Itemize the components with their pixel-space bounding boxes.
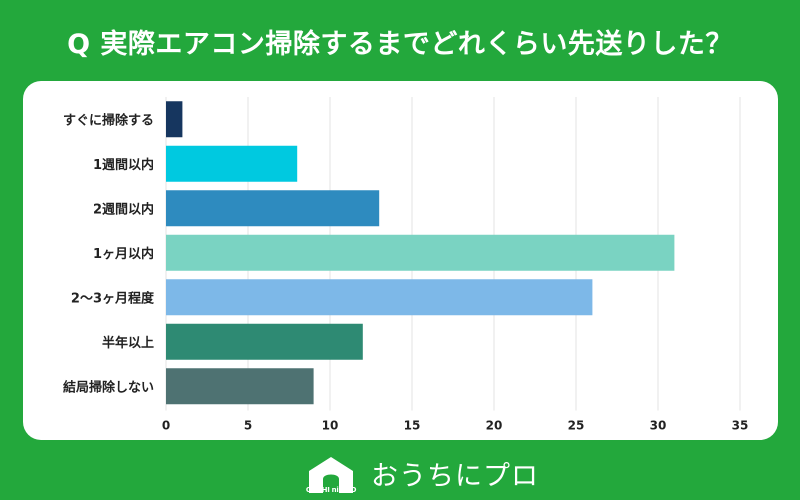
x-tick-label: 5 <box>244 419 252 433</box>
x-tick-label: 0 <box>162 419 170 433</box>
x-tick-label: 10 <box>322 419 339 433</box>
footer-logo: OUCHI ni PRO おうちにプロ <box>305 451 539 495</box>
brand-name: おうちにプロ <box>371 460 539 492</box>
bar <box>166 145 298 182</box>
bar <box>166 101 183 138</box>
category-label: 2～3ヶ月程度 <box>71 290 155 306</box>
category-label: すぐに掃除する <box>63 112 154 128</box>
x-tick-label: 15 <box>404 419 421 433</box>
category-label: 半年以上 <box>102 335 154 351</box>
bar <box>166 323 363 360</box>
logo-wordmark: OUCHI ni PRO <box>305 486 357 494</box>
bar <box>166 279 593 316</box>
x-tick-label: 30 <box>650 419 667 433</box>
chart-title: Q 実際エアコン掃除するまでどれくらい先送りした？ <box>67 29 733 60</box>
x-tick-label: 25 <box>568 419 585 433</box>
chart-card: すぐに掃除する 1週間以内 2週間以内 1ヶ月以内 2～3ヶ月程度半年以上結局掃除しない… <box>23 81 778 440</box>
x-tick-label: 20 <box>486 419 503 433</box>
bar-chart: すぐに掃除する 1週間以内 2週間以内 1ヶ月以内 2～3ヶ月程度半年以上結局掃除しない… <box>63 97 749 433</box>
bar <box>166 190 380 227</box>
bar <box>166 368 314 405</box>
category-label: 1ヶ月以内 <box>93 246 154 262</box>
category-label: 2週間以内 <box>93 201 154 217</box>
category-label: 結局掃除しない <box>63 379 154 395</box>
house-logo-icon: OUCHI ni PRO <box>305 451 357 495</box>
x-tick-label: 35 <box>732 419 749 433</box>
category-label: 1週間以内 <box>93 157 154 173</box>
bar <box>166 234 675 271</box>
